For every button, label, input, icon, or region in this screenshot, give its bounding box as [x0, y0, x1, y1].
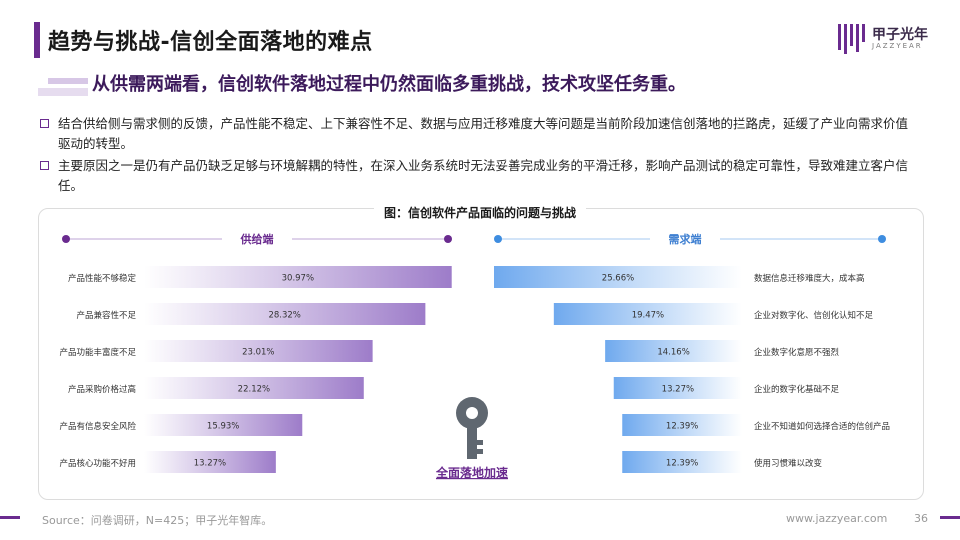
demand-header-dot-right [878, 235, 886, 243]
supply-bar [144, 377, 364, 399]
supply-category-label: 产品采购价格过高 [68, 384, 136, 395]
supply-bar [144, 414, 303, 436]
supply-value-label: 22.12% [238, 385, 270, 395]
supply-category-label: 产品功能丰富度不足 [59, 347, 136, 358]
page-title: 趋势与挑战-信创全面落地的难点 [48, 30, 373, 55]
demand-bar [622, 451, 742, 473]
logo-text: 甲子光年 [872, 27, 928, 43]
demand-value-label: 12.39% [666, 422, 698, 432]
demand-value-label: 12.39% [666, 459, 698, 469]
bullet-square-icon [40, 161, 49, 170]
supply-bar [144, 451, 276, 473]
page-number: 36 [914, 512, 928, 525]
demand-value-label: 14.16% [657, 348, 689, 358]
demand-bar [605, 340, 742, 362]
supply-value-label: 13.27% [194, 459, 226, 469]
demand-header-label-bg [650, 231, 720, 247]
supply-category-label: 产品兼容性不足 [76, 310, 136, 321]
title-accent-bar [34, 22, 40, 58]
jazzyear-logo [838, 24, 865, 54]
footer-accent-left [0, 516, 20, 519]
demand-category-label: 企业不知道如何选择合适的信创产品 [754, 421, 890, 432]
center-label: 全面落地加速 [435, 465, 508, 480]
bullet-text: 主要原因之一是仍有产品仍缺乏足够与环境解耦的特性，在深入业务系统时无法妥善完成业… [58, 158, 909, 193]
supply-bar [144, 340, 373, 362]
demand-bar [553, 303, 742, 325]
supply-value-label: 30.97% [282, 274, 314, 284]
chart-title-wrap: 图：信创软件产品面临的问题与挑战 [0, 204, 960, 221]
demand-category-label: 使用习惯难以改变 [754, 458, 823, 469]
supply-header-label-bg [222, 231, 292, 247]
demand-category-label: 企业数字化意愿不强烈 [754, 347, 840, 358]
subheading: 从供需两端看，信创软件落地过程中仍然面临多重挑战，技术攻坚任务重。 [92, 74, 686, 95]
demand-bar [494, 266, 742, 288]
bullet-item: 主要原因之一是仍有产品仍缺乏足够与环境解耦的特性，在深入业务系统时无法妥善完成业… [40, 156, 920, 196]
supply-value-label: 28.32% [268, 311, 300, 321]
website-link[interactable]: www.jazzyear.com [786, 512, 888, 525]
demand-header-label: 需求端 [669, 232, 702, 246]
supply-value-label: 23.01% [242, 348, 274, 358]
bullet-text: 结合供给侧与需求侧的反馈，产品性能不稳定、上下兼容性不足、数据与应用迁移难度大等… [58, 116, 909, 151]
demand-category-label: 企业对数字化、信创化认知不足 [754, 310, 874, 321]
supply-category-label: 产品性能不够稳定 [68, 273, 137, 284]
footer-accent-right [940, 516, 960, 519]
supply-value-label: 15.93% [207, 422, 239, 432]
demand-category-label: 数据信息迁移难度大，成本高 [754, 273, 865, 284]
bullet-square-icon [40, 119, 49, 128]
demand-bar [622, 414, 742, 436]
demand-value-label: 13.27% [662, 385, 694, 395]
logo-subtext: JAZZYEAR [872, 42, 923, 50]
demand-header-dot-left [494, 235, 502, 243]
subheading-decoration [38, 78, 88, 96]
bullet-list: 结合供给侧与需求侧的反馈，产品性能不稳定、上下兼容性不足、数据与应用迁移难度大等… [40, 114, 920, 198]
supply-bar [144, 266, 452, 288]
demand-value-label: 19.47% [632, 311, 664, 321]
supply-header-dot-left [62, 235, 70, 243]
source-note: Source：问卷调研，N=425；甲子光年智库。 [42, 514, 273, 527]
demand-category-label: 企业的数字化基础不足 [754, 384, 840, 395]
supply-header-label: 供给端 [240, 232, 274, 246]
key-icon [456, 397, 488, 459]
supply-category-label: 产品核心功能不好用 [59, 458, 136, 469]
supply-bar [144, 303, 426, 325]
supply-category-label: 产品有信息安全风险 [59, 421, 136, 432]
supply-header-dot-right [444, 235, 452, 243]
chart-title: 图：信创软件产品面临的问题与挑战 [373, 206, 586, 220]
demand-value-label: 25.66% [602, 274, 634, 284]
bullet-item: 结合供给侧与需求侧的反馈，产品性能不稳定、上下兼容性不足、数据与应用迁移难度大等… [40, 114, 920, 154]
demand-bar [613, 377, 742, 399]
